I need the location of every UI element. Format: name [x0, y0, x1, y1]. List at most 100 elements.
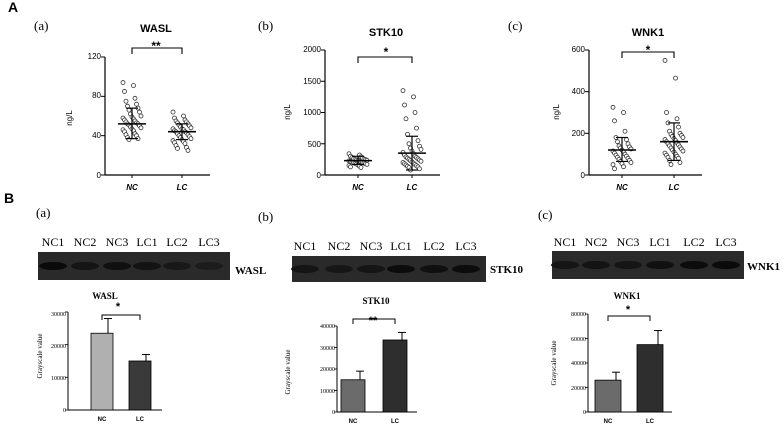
x-category-label: LC [391, 419, 400, 425]
y-tick-label: 80 [92, 91, 101, 100]
lane-label: NC3 [617, 235, 640, 249]
blot-band [646, 261, 674, 269]
blot-band [420, 265, 448, 273]
data-point [402, 102, 407, 108]
significance-bracket [101, 314, 141, 320]
data-point [188, 136, 194, 142]
y-tick-label: 30000 [320, 346, 335, 352]
data-point [680, 135, 686, 140]
x-category-label: LC [136, 417, 145, 423]
blot-band [71, 262, 99, 270]
blot-band [357, 265, 385, 273]
panel-title: WASL [140, 23, 172, 35]
blot-panel-stk10: (b) NC1 NC2 NC3 LC1 LC2 LC3 STK10 [258, 209, 524, 282]
blot-band [712, 261, 740, 269]
x-category-label: NC [352, 183, 364, 192]
lane-label: NC1 [42, 235, 65, 249]
bar-chart-wnk1: WNK1 * Grayscale value 0 20000 40000 600… [550, 291, 672, 425]
y-tick-label: 1500 [303, 77, 321, 86]
blot-band [452, 265, 480, 273]
data-point [415, 138, 421, 144]
y-tick-label: 80000 [571, 312, 586, 318]
data-point [676, 155, 681, 161]
lane-label: LC3 [455, 239, 476, 253]
data-point [123, 98, 129, 104]
y-tick-label: 20000 [571, 386, 586, 392]
bar-chart-wasl: WASL * Grayscale value 0 10000 20000 300… [36, 291, 162, 423]
data-point [403, 116, 409, 122]
data-point [676, 124, 681, 130]
blot-band [551, 261, 579, 269]
data-point [615, 139, 620, 145]
panel-label: (a) [34, 18, 48, 33]
y-tick-label: 2000 [303, 45, 321, 54]
bar [594, 379, 622, 413]
lane-label: LC3 [715, 235, 736, 249]
significance-bracket [607, 315, 651, 321]
data-point [680, 148, 686, 154]
data-point [348, 164, 353, 170]
significance-bracket [621, 51, 675, 58]
data-point [621, 164, 626, 170]
data-point [358, 165, 364, 170]
y-tick-label: 500 [308, 140, 322, 149]
data-point [122, 89, 127, 94]
data-point [120, 80, 126, 85]
y-tick-label: 600 [572, 45, 586, 54]
data-point [131, 83, 136, 88]
y-axis-label: Grayscale value [36, 334, 44, 379]
protein-label: WASL [235, 265, 266, 277]
blot-band [680, 261, 708, 269]
scatter-panel-wasl: (a) WASL ** ng/L 0 40 80 120 NC LC [34, 18, 210, 192]
panel-title: STK10 [369, 27, 403, 39]
data-point [621, 110, 626, 115]
data-point [138, 113, 144, 119]
blot-band [291, 265, 319, 273]
panel-label: (b) [258, 209, 273, 224]
data-point [137, 109, 142, 115]
x-category-label: LC [177, 183, 188, 192]
data-point [188, 125, 194, 131]
lane-label: LC1 [136, 235, 157, 249]
bar-chart-stk10: STK10 ** Grayscale value 0 10000 20000 3… [284, 296, 417, 425]
data-point [170, 109, 176, 115]
lane-label: LC2 [683, 235, 704, 249]
y-tick-label: 60000 [571, 337, 586, 343]
data-point [622, 128, 628, 134]
data-point [664, 110, 669, 115]
lane-label: NC3 [360, 239, 383, 253]
blot-panel-wnk1: (c) NC1 NC2 NC3 LC1 LC2 LC3 WNK1 [538, 207, 780, 279]
blot-band [582, 261, 610, 269]
bar-chart-title: WNK1 [614, 291, 642, 301]
x-category-label: LC [646, 419, 655, 425]
y-tick-label: 40000 [320, 324, 335, 330]
y-axis-label: ng/L [552, 104, 561, 120]
y-axis-label: ng/L [65, 110, 74, 126]
panel-label: (c) [538, 207, 552, 222]
data-point [610, 104, 616, 110]
panel-title: WNK1 [632, 27, 664, 39]
y-tick-label: 10000 [51, 376, 66, 382]
significance-bracket [131, 47, 183, 54]
data-point [610, 162, 616, 167]
blot-panel-wasl: (a) NC1 NC2 NC3 LC1 LC2 LC3 WASL [36, 205, 266, 280]
y-tick-label: 20000 [51, 344, 66, 350]
data-point [668, 162, 674, 167]
bar [382, 339, 408, 413]
data-point [662, 58, 668, 63]
lane-label: NC1 [294, 239, 317, 253]
blot-band [325, 265, 353, 273]
data-point [411, 94, 416, 100]
significance-bracket [357, 56, 413, 63]
x-category-label: NC [349, 419, 358, 425]
y-tick-label: 40000 [571, 361, 586, 367]
lane-label: LC1 [649, 235, 670, 249]
y-tick-label: 0 [581, 171, 586, 180]
y-tick-label: 0 [332, 410, 335, 416]
bar [340, 379, 366, 413]
y-tick-label: 0 [63, 408, 66, 414]
data-point [138, 125, 144, 131]
data-point [175, 146, 180, 151]
significance-label: * [626, 304, 631, 316]
